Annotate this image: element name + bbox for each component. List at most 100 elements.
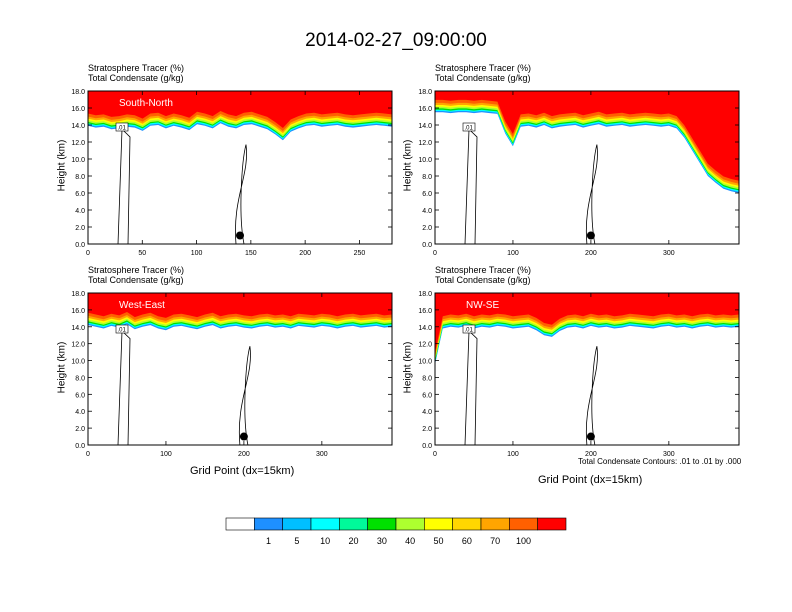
x-tick-label: 150 <box>245 250 257 257</box>
location-marker <box>586 432 595 441</box>
colorbar-label: 5 <box>294 536 299 546</box>
y-tick-label: 14.0 <box>71 325 85 332</box>
y-tick-label: 8.0 <box>75 174 85 181</box>
colorbar-swatch <box>282 517 312 531</box>
x-tick-label: 0 <box>433 250 437 257</box>
x-tick-label: 250 <box>354 250 366 257</box>
location-marker <box>236 231 244 240</box>
location-marker <box>239 432 248 441</box>
condensate-contour <box>585 346 598 445</box>
tracer-band-1 <box>88 293 392 318</box>
y-tick-label: 14.0 <box>418 123 432 130</box>
colorbar-swatch <box>395 517 425 531</box>
colorbar-swatch <box>339 517 368 531</box>
y-tick-label: 16.0 <box>71 106 85 113</box>
panel-4: .01 NW-SE 0.0 2.0 4.0 6.0 8.0 10.0 12.0 14.0 16.0 1… <box>418 291 740 458</box>
colorbar-label: 50 <box>433 536 443 546</box>
condensate-contour <box>117 128 131 244</box>
y-tick-label: 2.0 <box>75 225 85 232</box>
colorbar-swatch <box>452 517 482 531</box>
contour-label: .01 <box>118 126 127 132</box>
panel2-header-tracer: Stratosphere Tracer (%) <box>435 63 532 73</box>
condensate-contour <box>464 128 478 244</box>
x-tick-label: 0 <box>86 250 90 257</box>
x-tick-label: 200 <box>585 451 597 458</box>
y-tick-label: 16.0 <box>418 106 432 113</box>
y-tick-label: 18.0 <box>418 89 432 96</box>
panel3-xlabel: Grid Point (dx=15km) <box>190 465 295 477</box>
y-tick-label: 16.0 <box>418 308 432 315</box>
colorbar-swatch <box>537 517 567 531</box>
y-tick-label: 16.0 <box>71 308 85 315</box>
colorbar-label: 40 <box>405 536 415 546</box>
colorbar-label: 70 <box>490 536 500 546</box>
colorbar-label: 100 <box>516 536 531 546</box>
colorbar: 1 5 10 20 30 40 50 60 70 100 <box>225 517 567 546</box>
panel-4-plot: .01 <box>435 293 739 445</box>
contour-label: .01 <box>465 126 474 132</box>
x-tick-label: 300 <box>663 250 675 257</box>
tracer-band-1 <box>435 91 739 181</box>
x-tick-label: 100 <box>191 250 203 257</box>
panel3-header-tracer: Stratosphere Tracer (%) <box>88 265 185 275</box>
contour-label-box <box>115 324 129 334</box>
y-tick-label: 6.0 <box>422 191 432 198</box>
panel-1-frame <box>87 90 393 245</box>
x-tick-label: 200 <box>299 250 311 257</box>
panel3-header-condensate: Total Condensate (g/kg) <box>88 275 184 285</box>
x-tick-label: 0 <box>86 451 90 458</box>
panel1-header-tracer: Stratosphere Tracer (%) <box>88 63 185 73</box>
y-tick-label: 12.0 <box>71 140 85 147</box>
colorbar-swatch <box>254 517 283 531</box>
panel1-ylabel: Height (km) <box>56 139 68 192</box>
contour-info-note: Total Condensate Contours: .01 to .01 by… <box>578 457 742 466</box>
colorbar-swatch <box>480 517 510 531</box>
y-tick-label: 10.0 <box>71 157 85 164</box>
y-tick-label: 6.0 <box>75 191 85 198</box>
tracer-band-1 <box>88 91 392 128</box>
colorbar-swatch <box>310 517 340 531</box>
colorbar-label: 60 <box>462 536 472 546</box>
y-tick-label: 4.0 <box>422 409 432 416</box>
x-tick-label: 0 <box>433 451 437 458</box>
y-tick-label: 12.0 <box>71 342 85 349</box>
condensate-contour <box>464 330 478 445</box>
y-tick-label: 14.0 <box>71 123 85 130</box>
contour-label: .01 <box>118 328 127 334</box>
panel2-ylabel: Height (km) <box>402 139 414 192</box>
y-tick-label: 8.0 <box>422 375 432 382</box>
y-tick-label: 18.0 <box>71 291 85 298</box>
condensate-contour <box>117 330 131 445</box>
y-tick-label: 14.0 <box>418 325 432 332</box>
x-tick-label: 100 <box>507 451 519 458</box>
panel-2-plot: .01 <box>435 91 739 244</box>
x-tick-label: 100 <box>160 451 172 458</box>
y-tick-label: 4.0 <box>75 409 85 416</box>
x-tick-label: 100 <box>507 250 519 257</box>
y-tick-label: 4.0 <box>75 208 85 215</box>
contour-label-box <box>115 122 129 132</box>
panel-label: West-East <box>119 300 165 311</box>
panel-1: .01 South-North 0.0 2.0 4.0 6.0 8.0 10.0 12.0 14.… <box>71 89 393 257</box>
panel-label: NW-SE <box>466 300 499 311</box>
panel4-header-tracer: Stratosphere Tracer (%) <box>435 265 532 275</box>
condensate-contour <box>235 144 247 244</box>
tracer-band-1 <box>435 293 739 353</box>
contour-label-box <box>462 324 476 334</box>
y-tick-label: 18.0 <box>418 291 432 298</box>
panel-1-plot: .01 <box>88 91 392 244</box>
colorbar-label: 10 <box>320 536 330 546</box>
y-tick-label: 2.0 <box>422 426 432 433</box>
panel-3: .01 West-East 0.0 2.0 4.0 6.0 8.0 10.0 12.0 14.0 1… <box>71 291 393 458</box>
y-tick-label: 0.0 <box>75 242 85 249</box>
figure-title: 2014-02-27_09:00:00 <box>305 30 487 51</box>
panel2-header-condensate: Total Condensate (g/kg) <box>435 73 531 83</box>
y-tick-label: 6.0 <box>422 392 432 399</box>
panel4-ylabel: Height (km) <box>402 341 414 394</box>
y-tick-label: 8.0 <box>75 375 85 382</box>
y-tick-label: 2.0 <box>422 225 432 232</box>
colorbar-swatch <box>225 517 255 531</box>
condensate-contour <box>585 144 598 244</box>
colorbar-swatch <box>424 517 453 531</box>
